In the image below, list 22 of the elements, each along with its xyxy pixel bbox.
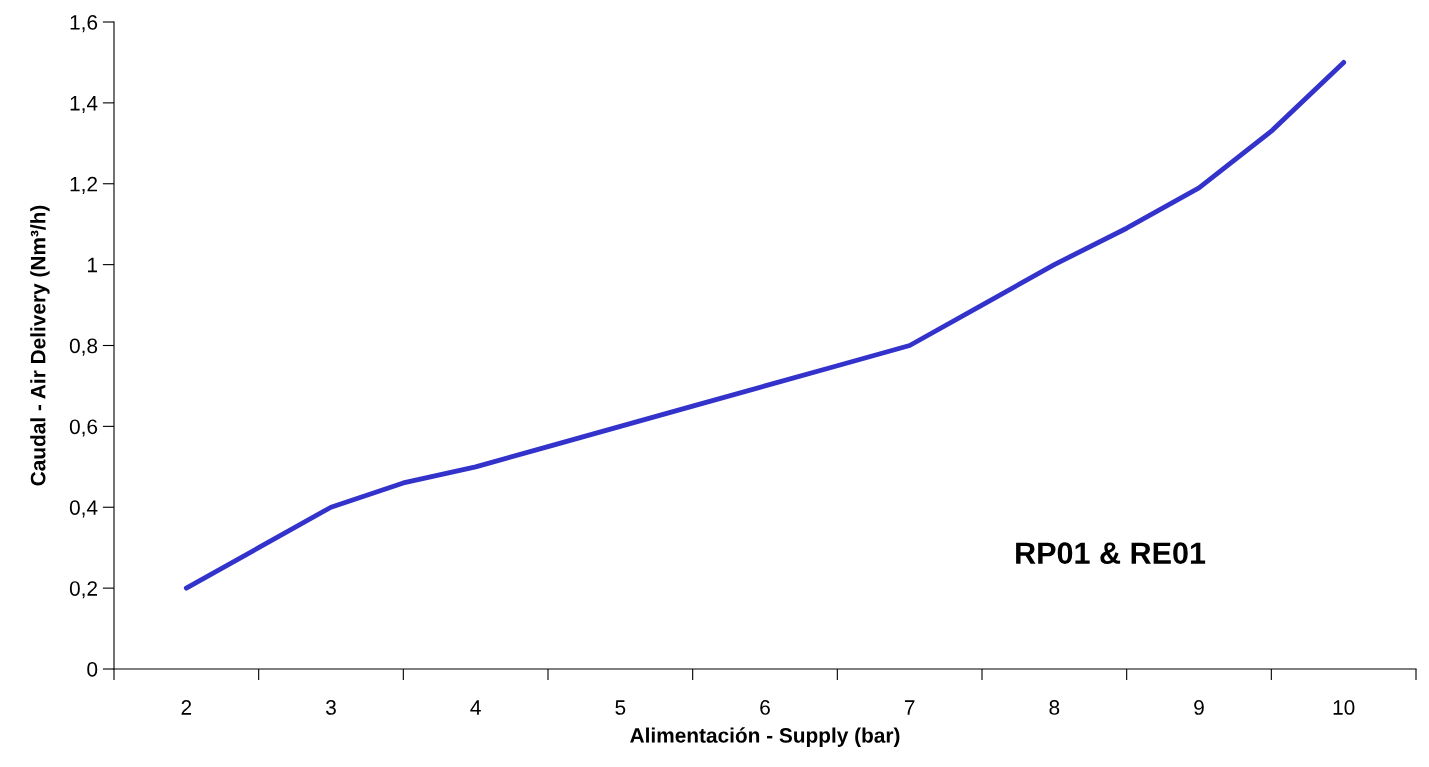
x-tick-label: 8 [1049,700,1060,715]
x-tick-label: 9 [1194,700,1204,715]
x-axis-title: Alimentación - Supply (bar) [630,727,900,747]
y-tick-label: 1,4 [70,96,98,114]
line-series [183,60,1347,591]
y-tick-label: 0,4 [69,500,98,518]
x-tick-label: 5 [615,700,626,715]
x-tick-label: 6 [760,700,770,715]
annotation: RP01 & RE01 [1016,542,1206,564]
x-tick-label: 7 [904,700,915,715]
y-tick-label: 0,2 [69,581,97,599]
y-axis-title: Caudal - Air Delivery (Nm³/h) [30,205,50,486]
y-tick-label: 0 [87,662,98,677]
x-tick-label: 4 [470,700,481,715]
y-tick-label: 1,6 [70,15,98,33]
x-tick-label: 2 [181,700,192,715]
x-tick-label: 10 [1333,700,1355,715]
y-tick-label: 0,8 [69,338,98,356]
y-tick-label: 1 [88,257,98,273]
x-tick-label: 3 [326,700,336,715]
y-tick-label: 0,6 [69,419,98,437]
y-tick-label: 1,2 [70,176,97,194]
